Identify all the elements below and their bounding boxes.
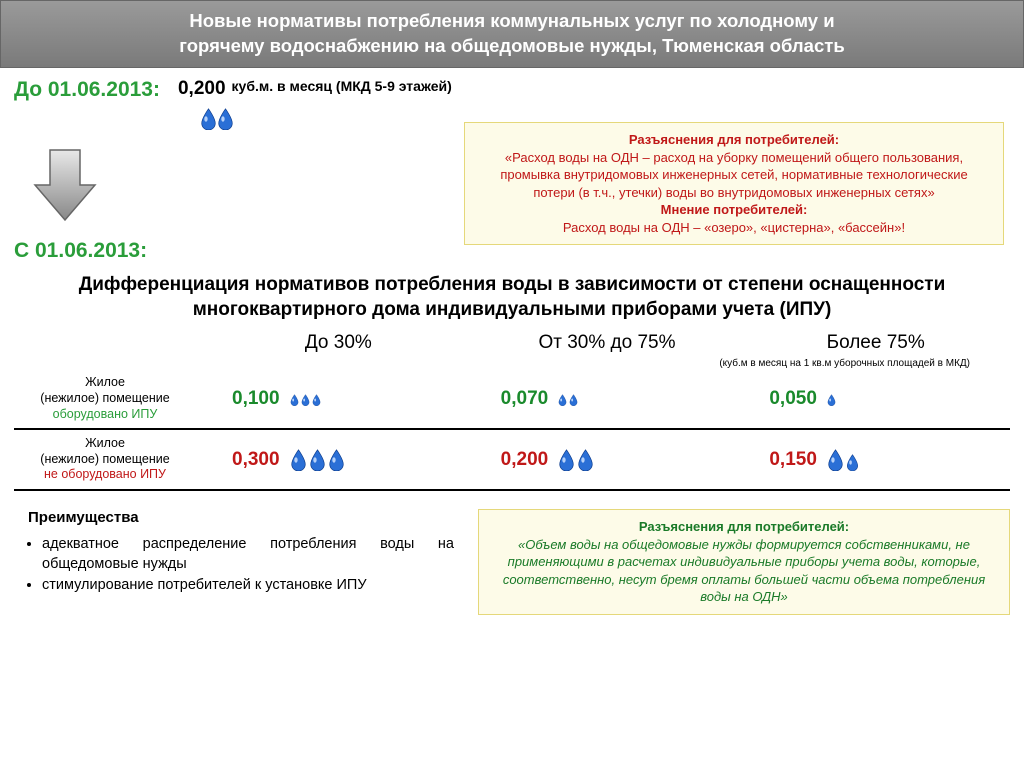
row-label: Жилое(нежилое) помещениене оборудовано И… <box>14 436 204 483</box>
table-cell: 0,150 <box>741 449 1010 471</box>
water-drop-icon <box>290 393 299 405</box>
cell-drops <box>827 393 836 405</box>
note2-title: Разъяснения для потребителей: <box>493 518 995 536</box>
water-drop-icon <box>217 108 234 130</box>
table-cell: 0,070 <box>473 388 742 410</box>
col-header-1: До 30% <box>204 332 473 354</box>
consumer-note-2: Разъяснения для потребителей: «Объем вод… <box>478 509 1010 615</box>
header-line1: Новые нормативы потребления коммунальных… <box>189 10 834 31</box>
table-cell: 0,300 <box>204 449 473 471</box>
advantages-list: адекватное распределение потребления вод… <box>42 534 454 595</box>
water-drop-icon <box>558 449 575 471</box>
note1-title1: Разъяснения для потребителей: <box>479 131 989 149</box>
cell-drops <box>558 393 578 405</box>
before-value: 0,200 <box>178 78 226 100</box>
cell-value: 0,150 <box>769 449 817 471</box>
water-drop-icon <box>827 393 836 405</box>
water-drop-icon <box>569 393 578 405</box>
table-row: Жилое(нежилое) помещениеоборудовано ИПУ 0… <box>14 369 1010 430</box>
water-drop-icon <box>846 454 859 471</box>
advantages-block: Преимущества адекватное распределение по… <box>14 509 454 615</box>
cell-value: 0,050 <box>769 388 817 410</box>
cell-drops <box>290 393 321 405</box>
before-date-label: До 01.06.2013: <box>14 78 160 102</box>
cell-value: 0,100 <box>232 388 280 410</box>
bottom-section: Преимущества адекватное распределение по… <box>14 509 1010 615</box>
norms-table: До 30% От 30% до 75% Более 75% (куб.м в … <box>14 332 1010 491</box>
water-drop-icon <box>290 449 307 471</box>
cell-drops <box>827 449 859 471</box>
water-drop-icon <box>309 449 326 471</box>
unit-text: (куб.м в месяц на 1 кв.м уборочных площа… <box>459 354 1010 369</box>
water-drop-icon <box>558 393 567 405</box>
column-headers: До 30% От 30% до 75% Более 75% <box>14 332 1010 354</box>
table-row: Жилое(нежилое) помещениене оборудовано И… <box>14 430 1010 491</box>
water-drop-icon <box>312 393 321 405</box>
cell-drops <box>290 449 345 471</box>
water-drop-icon <box>577 449 594 471</box>
before-section: До 01.06.2013: 0,200 куб.м. в месяц (МКД… <box>14 78 1010 102</box>
note2-body: «Объем воды на общедомовые нужды формиру… <box>493 536 995 606</box>
table-cell: 0,200 <box>473 449 742 471</box>
advantage-item: стимулирование потребителей к установке … <box>42 575 454 595</box>
consumer-note-1: Разъяснения для потребителей: «Расход во… <box>464 122 1004 245</box>
before-unit: куб.м. в месяц (МКД 5-9 этажей) <box>232 78 452 94</box>
water-drop-icon <box>200 108 217 130</box>
table-cell: 0,100 <box>204 388 473 410</box>
note1-body1: «Расход воды на ОДН – расход на уборку п… <box>479 149 989 202</box>
col-header-2: От 30% до 75% <box>473 332 742 354</box>
page-header: Новые нормативы потребления коммунальных… <box>0 0 1024 68</box>
water-drop-icon <box>827 449 844 471</box>
cell-drops <box>558 449 594 471</box>
unit-row: (куб.м в месяц на 1 кв.м уборочных площа… <box>14 354 1010 369</box>
cell-value: 0,200 <box>501 449 549 471</box>
row-label: Жилое(нежилое) помещениеоборудовано ИПУ <box>14 375 204 422</box>
down-arrow-icon <box>30 145 100 225</box>
cell-value: 0,070 <box>501 388 549 410</box>
water-drop-icon <box>328 449 345 471</box>
advantage-item: адекватное распределение потребления вод… <box>42 534 454 575</box>
header-line2: горячему водоснабжению на общедомовые ну… <box>179 35 844 56</box>
advantages-title: Преимущества <box>28 509 454 526</box>
cell-value: 0,300 <box>232 449 280 471</box>
water-drop-icon <box>301 393 310 405</box>
col-header-3: Более 75% <box>741 332 1010 354</box>
table-cell: 0,050 <box>741 388 1010 410</box>
after-description: Дифференциация нормативов потребления во… <box>18 273 1006 322</box>
note1-body2: Расход воды на ОДН – «озеро», «цистерна»… <box>479 219 989 237</box>
note1-title2: Мнение потребителей: <box>479 201 989 219</box>
